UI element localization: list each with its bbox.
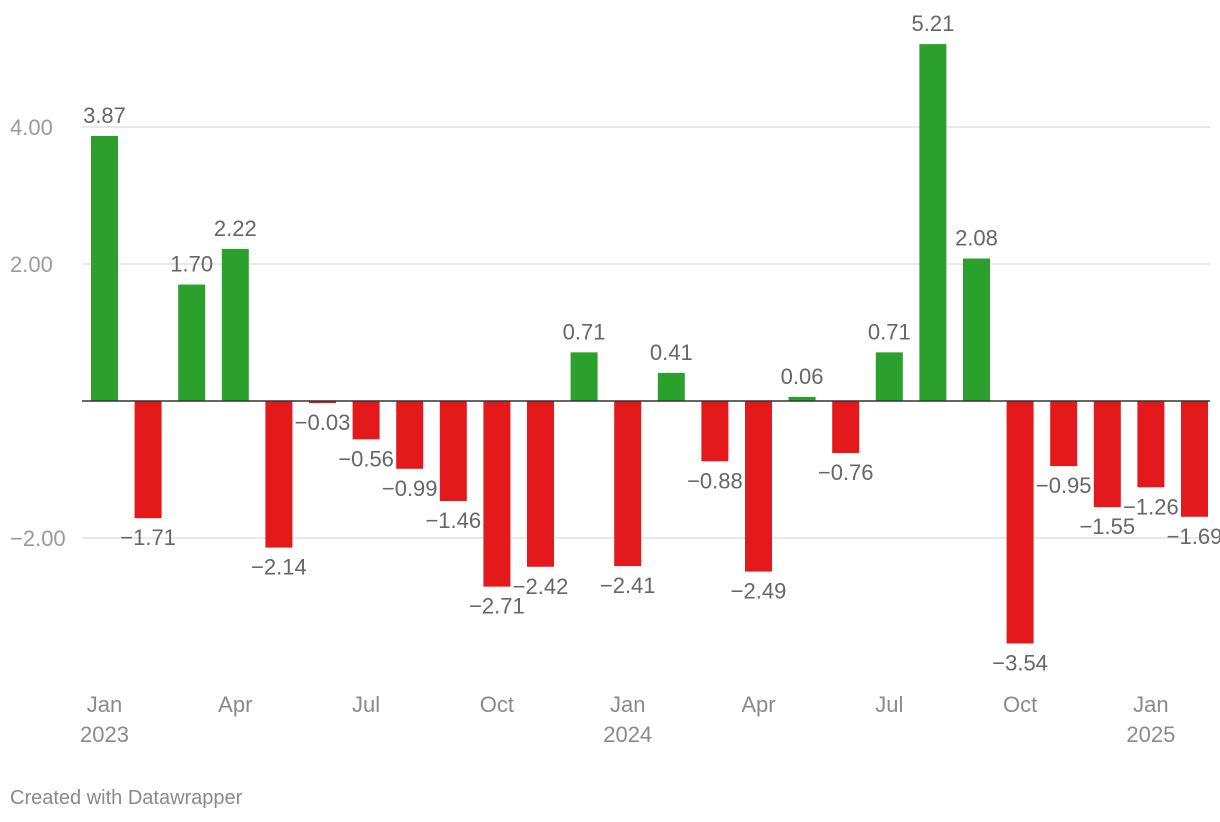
y-tick-label: 2.00	[10, 252, 53, 277]
bar	[963, 258, 990, 401]
data-label: 0.71	[563, 319, 606, 344]
bar-chart: 4.00 2.00 −2.00 3.87 −1.71 1.702.22 −2.14 −0.0…	[10, 11, 1220, 747]
data-label: 0.06	[781, 364, 824, 389]
bar	[221, 248, 249, 401]
x-tick-year-label: 2023	[80, 722, 129, 747]
data-label: −1.69	[1167, 524, 1220, 549]
bar	[352, 401, 380, 440]
credit-text: Created with Datawrapper	[10, 787, 243, 809]
x-tick-label: Oct	[1003, 692, 1037, 717]
bar	[614, 401, 642, 567]
bar	[1050, 401, 1078, 467]
data-label: 2.22	[214, 216, 257, 241]
bar	[1093, 401, 1121, 508]
data-label: 1.70	[170, 252, 213, 277]
x-tick-year-label: 2025	[1126, 722, 1175, 747]
bar	[832, 401, 860, 454]
bar	[657, 372, 685, 401]
data-label: −2.41	[600, 573, 656, 598]
bar	[701, 401, 729, 462]
data-label: −0.95	[1036, 473, 1092, 498]
bar	[178, 284, 206, 401]
data-label: −0.56	[338, 446, 394, 471]
bar	[1006, 401, 1034, 644]
data-label: −1.46	[425, 508, 481, 533]
x-tick-label: Jan	[87, 692, 122, 717]
data-label: −0.88	[687, 468, 743, 493]
x-axis: Jan 2023 Apr Jul Oct Jan 2024 Apr Jul Oct Jan 2025	[80, 692, 1175, 747]
bar	[875, 352, 903, 401]
x-tick-label: Apr	[218, 692, 252, 717]
x-tick-label: Apr	[741, 692, 775, 717]
data-label: −0.99	[382, 476, 438, 501]
y-tick-label: −2.00	[10, 526, 66, 551]
bar	[134, 401, 162, 519]
bar	[265, 401, 293, 548]
data-label: 0.71	[868, 319, 911, 344]
data-label: 2.08	[955, 226, 998, 251]
bar	[745, 401, 772, 572]
bar	[309, 401, 336, 404]
y-tick-label: 4.00	[10, 115, 53, 140]
bar	[483, 401, 511, 587]
data-label: −1.55	[1079, 514, 1135, 539]
data-label: −2.71	[469, 594, 525, 619]
data-label: −2.14	[251, 555, 307, 580]
data-label: 3.87	[83, 103, 126, 128]
data-label: −2.49	[731, 579, 787, 604]
bar	[1137, 401, 1165, 488]
data-label: −0.03	[295, 410, 351, 435]
bar	[91, 135, 118, 401]
x-tick-label: Oct	[480, 692, 514, 717]
bars	[91, 44, 1208, 644]
x-tick-label: Jan	[610, 692, 645, 717]
bar	[439, 401, 467, 502]
data-labels: 3.87 −1.71 1.702.22 −2.14 −0.03 −0.56 −0.99 −1.…	[83, 11, 1220, 675]
data-label: 0.41	[650, 340, 693, 365]
bar	[570, 352, 598, 401]
bar	[1181, 401, 1208, 517]
data-label: −1.26	[1123, 494, 1179, 519]
bar	[527, 401, 554, 567]
bar	[396, 401, 424, 469]
data-label: −1.71	[120, 525, 176, 550]
x-tick-label: Jul	[875, 692, 903, 717]
x-tick-label: Jul	[352, 692, 380, 717]
bar	[788, 396, 816, 401]
data-label: −0.76	[818, 460, 874, 485]
bar	[919, 44, 947, 402]
data-label: −2.42	[513, 574, 569, 599]
data-label: −3.54	[992, 650, 1048, 675]
x-tick-label: Jan	[1133, 692, 1168, 717]
data-label: 5.21	[911, 11, 954, 36]
x-tick-year-label: 2024	[603, 722, 652, 747]
